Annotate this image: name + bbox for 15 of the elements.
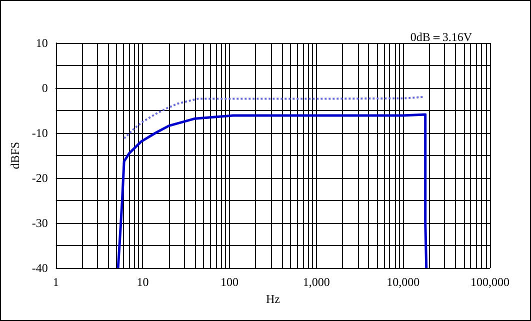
- x-tick-label: 1,000: [302, 275, 330, 289]
- y-tick-label: 10: [36, 36, 48, 50]
- y-tick-label: -30: [32, 216, 48, 230]
- x-tick-label: 100,000: [470, 275, 510, 289]
- y-tick-label: -20: [32, 171, 48, 185]
- x-tick-label: 10: [136, 275, 149, 289]
- y-tick-label: -40: [32, 261, 48, 275]
- annotation: 0dB＝3.16V: [410, 30, 472, 44]
- x-axis-title: Hz: [266, 292, 280, 306]
- x-tick-label: 1: [52, 275, 59, 289]
- y-tick-label: -10: [32, 126, 48, 140]
- x-tick-label: 100: [220, 275, 239, 289]
- y-axis-title: dBFS: [8, 142, 22, 170]
- y-tick-label: 0: [42, 81, 48, 95]
- x-tick-label: 10,000: [386, 275, 420, 289]
